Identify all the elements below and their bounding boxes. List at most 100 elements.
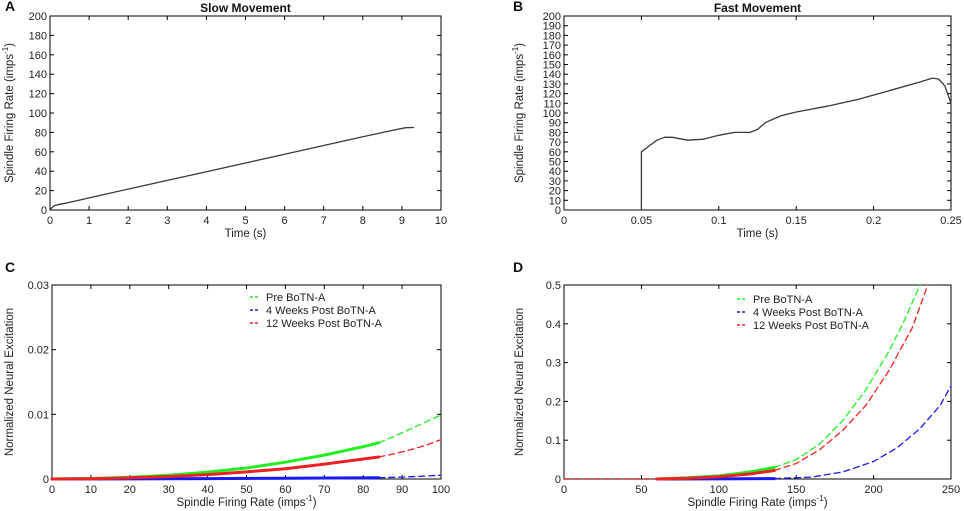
x-tick-label: 4 (203, 215, 209, 227)
x-tick-label: 40 (201, 484, 213, 496)
x-tick-label: 100 (432, 484, 450, 496)
series-line-12-weeks-post-botn-a-solid (655, 469, 776, 481)
x-tick-label: 10 (435, 215, 447, 227)
x-tick-label: 70 (318, 484, 330, 496)
x-tick-label: 250 (942, 484, 960, 496)
x-tick-label: 0.2 (866, 215, 881, 227)
y-tick-label: 50 (549, 157, 561, 169)
x-tick-label: 6 (282, 215, 288, 227)
x-tick-label: 80 (357, 484, 369, 496)
y-tick-label: 100 (543, 108, 561, 120)
y-axis-label: Spindle Firing Rate (imps-1) (1, 43, 16, 183)
panel-d: D 0 50 100 150 200 250 0 0.1 0.2 0.3 0.4 0.5 Spindle … (513, 259, 960, 509)
y-tick-label: 160 (29, 50, 47, 62)
x-tick-label: 0 (561, 215, 567, 227)
panel-title: Fast Movement (714, 1, 801, 15)
axes-frame (51, 284, 442, 480)
y-tick-label: 60 (35, 147, 47, 159)
panel-letter: D (513, 259, 523, 275)
x-tick-label: 50 (635, 484, 647, 496)
y-tick-label: 0 (41, 205, 47, 217)
y-tick-label: 0.5 (546, 280, 561, 292)
x-tick-label: 2 (125, 215, 131, 227)
y-tick-label: 130 (543, 79, 561, 91)
x-tick-label: 150 (787, 484, 805, 496)
legend: Pre BoTN-A4 Weeks Post BoTN-A12 Weeks Po… (737, 294, 870, 332)
x-tick-label: 50 (240, 484, 252, 496)
y-tick-label: 200 (29, 11, 47, 23)
y-tick-label: 200 (543, 11, 561, 23)
series-line-4-weeks-post-botn-a-dashed (378, 474, 442, 479)
x-tick-label: 0 (47, 215, 53, 227)
series-line-4-weeks-post-botn-a-dashed (773, 385, 952, 480)
series-line-pre-botn-a-dashed (378, 414, 442, 444)
panel-letter: C (5, 259, 15, 275)
y-tick-label: 150 (543, 60, 561, 72)
legend-entry: 4 Weeks Post BoTN-A (753, 307, 863, 319)
y-tick-label: 160 (543, 50, 561, 62)
y-tick-label: 10 (549, 195, 561, 207)
panel-c: C 0 10 20 30 40 50 60 70 80 90 100 0 0.01 0.02 0.03 Spin… (4, 259, 450, 509)
x-tick-label: 90 (396, 484, 408, 496)
axes-frame (49, 15, 442, 211)
x-tick-label: 0 (561, 484, 567, 496)
y-tick-label: 0.1 (546, 435, 561, 447)
x-axis-label: Time (s) (737, 228, 779, 240)
legend-entry: 12 Weeks Post BoTN-A (266, 318, 383, 330)
legend-entry: Pre BoTN-A (266, 292, 326, 304)
x-tick-label: 5 (242, 215, 248, 227)
x-axis-label: Time (s) (225, 228, 267, 240)
y-tick-label: 40 (549, 166, 561, 178)
x-tick-label: 20 (124, 484, 136, 496)
x-tick-label: 8 (360, 215, 366, 227)
series-line-12-weeks-post-botn-a-solid (50, 455, 381, 481)
x-tick-label: 9 (399, 215, 405, 227)
series-line-12-weeks-post-botn-a-dashed (378, 438, 442, 458)
y-tick-label: 100 (29, 108, 47, 120)
x-tick-label: 0.1 (711, 215, 726, 227)
y-tick-label: 20 (35, 186, 47, 198)
legend-entry: 12 Weeks Post BoTN-A (753, 320, 870, 332)
x-tick-label: 10 (85, 484, 97, 496)
y-tick-label: 110 (543, 98, 561, 110)
panel-b: B Fast Movement 0 0.05 0.1 0.15 0.2 0.25 0102030… (511, 0, 962, 240)
y-tick-label: 0.3 (546, 358, 561, 370)
x-tick-label: 0.05 (631, 215, 652, 227)
y-tick-label: 0 (43, 474, 49, 486)
panel-letter: B (513, 0, 523, 14)
y-tick-label: 80 (549, 127, 561, 139)
x-tick-label: 0.25 (940, 215, 961, 227)
y-tick-label: 20 (549, 186, 561, 198)
y-axis-label: Normalized Neural Excitation (4, 308, 16, 456)
x-tick-label: 1 (86, 215, 92, 227)
y-tick-label: 140 (543, 69, 561, 81)
y-tick-label: 70 (549, 137, 561, 149)
y-tick-label: 40 (35, 166, 47, 178)
panel-letter: A (5, 0, 15, 14)
y-tick-label: 0.2 (546, 396, 561, 408)
y-tick-label: 140 (29, 69, 47, 81)
x-tick-label: 30 (163, 484, 175, 496)
y-axis-label: Spindle Firing Rate (imps-1) (511, 43, 526, 183)
y-tick-label: 0 (555, 474, 561, 486)
x-tick-label: 100 (710, 484, 728, 496)
y-tick-label: 180 (543, 30, 561, 42)
panel-title: Slow Movement (200, 1, 291, 15)
series-line-spindle-firing-rate-solid (563, 77, 952, 211)
x-tick-label: 0.15 (785, 215, 806, 227)
x-axis-label: Spindle Firing Rate (imps-1) (687, 494, 827, 509)
y-tick-label: 170 (543, 40, 561, 52)
x-tick-label: 200 (864, 484, 882, 496)
y-tick-label: 0.4 (546, 319, 561, 331)
y-tick-label: 190 (543, 21, 561, 33)
legend-entry: Pre BoTN-A (753, 294, 813, 306)
x-tick-label: 60 (279, 484, 291, 496)
y-tick-label: 120 (543, 89, 561, 101)
series-line-pre-botn-a-dashed (773, 284, 921, 469)
y-tick-label: 180 (29, 30, 47, 42)
y-tick-label: 30 (549, 176, 561, 188)
y-tick-label: 90 (549, 118, 561, 130)
axes-frame (563, 15, 952, 211)
